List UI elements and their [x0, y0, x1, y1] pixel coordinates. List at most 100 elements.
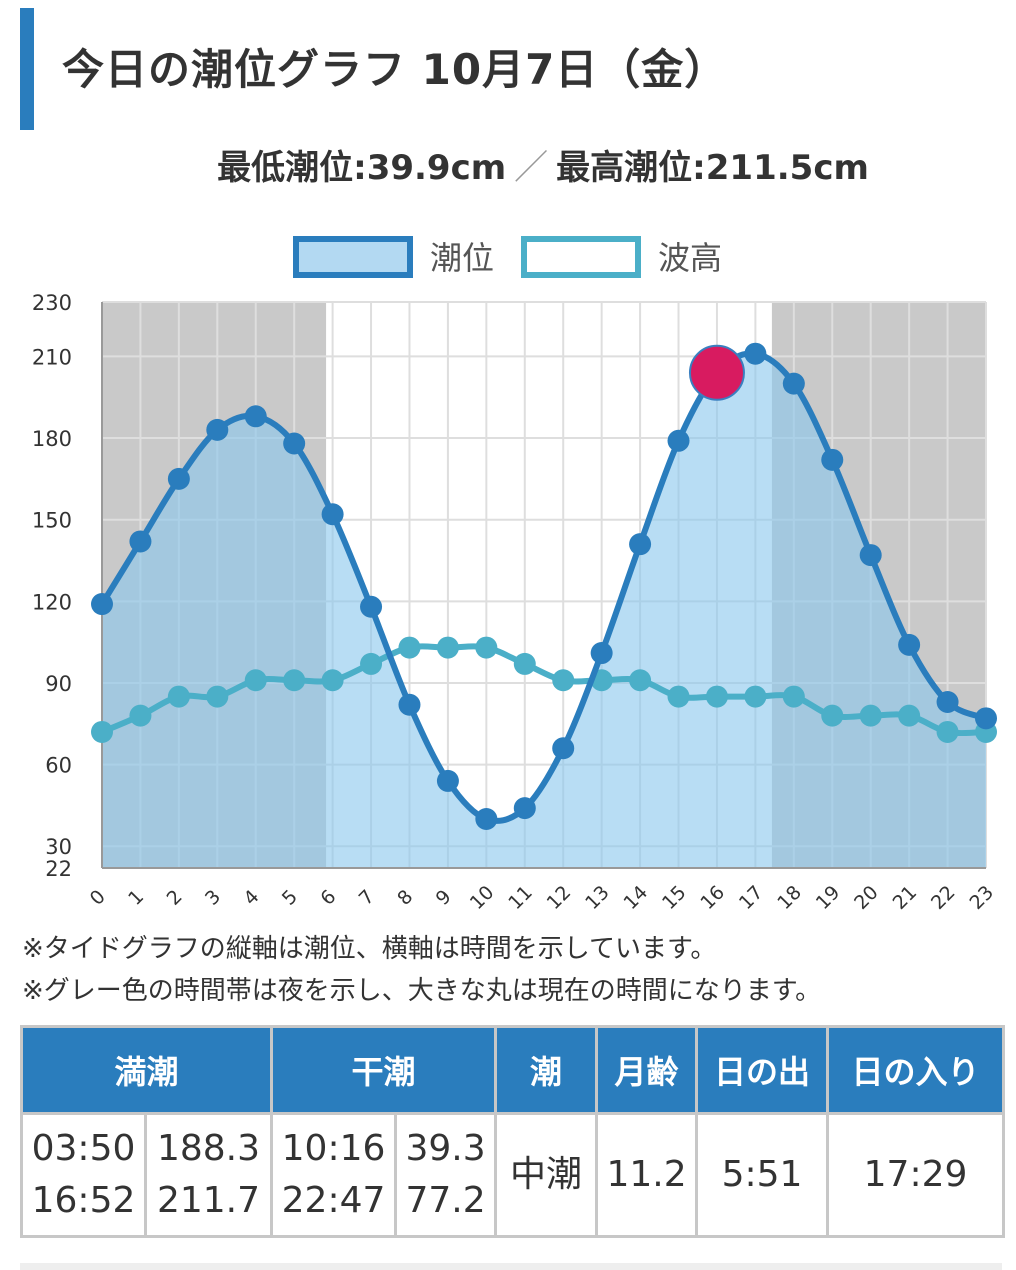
x-tick-label: 19	[812, 881, 845, 914]
y-tick-label: 230	[32, 291, 72, 315]
tide-level-point	[206, 418, 229, 441]
x-tick-label: 22	[927, 881, 960, 914]
tide-summary: 最低潮位:39.9cm ／最高潮位:211.5cm	[0, 140, 1016, 189]
tide-type-value: 中潮	[494, 1112, 599, 1238]
wave-height-point	[244, 669, 267, 692]
low-tide-time-2: 22:47	[281, 1180, 386, 1221]
wave-height-point	[167, 685, 190, 708]
min-level: 最低潮位:39.9cm	[217, 148, 507, 188]
x-tick-label: 20	[850, 881, 883, 914]
y-tick-label: 22	[45, 857, 72, 881]
x-tick-label: 14	[620, 881, 653, 914]
tide-level-point	[244, 405, 267, 428]
table-row: 03:50 16:52 188.3 211.7 10:16 22:47 39.3…	[20, 1112, 1006, 1238]
note-line-2: ※グレー色の時間帯は夜を示し、大きな丸は現在の時間になります。	[22, 976, 822, 1006]
tide-level-point	[167, 467, 190, 490]
x-tick-label: 4	[239, 886, 263, 910]
wave-height-point	[436, 636, 459, 659]
wave-height-point	[283, 669, 306, 692]
low-tide-levels: 39.3 77.2	[394, 1112, 498, 1238]
low-tide-times: 10:16 22:47	[270, 1112, 398, 1238]
wave-height-point	[552, 669, 575, 692]
x-tick-label: 18	[773, 881, 806, 914]
header-sunset: 日の入り	[826, 1025, 1006, 1115]
tide-level-point	[436, 769, 459, 792]
x-tick-label: 23	[965, 881, 998, 914]
y-tick-label: 120	[32, 590, 72, 614]
sunrise-value: 5:51	[695, 1112, 830, 1238]
max-level: 最高潮位:211.5cm	[556, 148, 869, 188]
tide-level-point	[975, 707, 997, 730]
bottom-divider	[20, 1263, 1002, 1270]
x-tick-label: 13	[581, 881, 614, 914]
tide-level-point	[782, 372, 805, 395]
y-tick-label: 30	[45, 835, 72, 859]
x-tick-label: 12	[543, 881, 576, 914]
note-line-1: ※タイドグラフの縦軸は潮位、横軸は時間を示しています。	[22, 934, 717, 964]
tide-level-point	[475, 808, 498, 831]
y-tick-label: 180	[32, 427, 72, 451]
legend-label: 波高	[658, 239, 722, 277]
x-tick-label: 0	[86, 886, 110, 910]
moon-age-value: 11.2	[595, 1112, 699, 1238]
x-tick-label: 21	[889, 881, 922, 914]
title-accent-bar	[20, 8, 34, 130]
wave-height-point	[91, 720, 113, 743]
legend-label: 潮位	[430, 239, 494, 277]
y-tick-label: 150	[32, 509, 72, 533]
x-tick-label: 2	[163, 886, 187, 910]
low-tide-level-1: 39.3	[405, 1128, 486, 1169]
chart-notes: ※タイドグラフの縦軸は潮位、横軸は時間を示しています。 ※グレー色の時間帯は夜を…	[22, 928, 821, 1012]
header-sunrise: 日の出	[695, 1025, 830, 1115]
y-tick-label: 90	[45, 672, 72, 696]
high-tide-level-2: 211.7	[156, 1180, 261, 1221]
x-tick-label: 17	[735, 881, 768, 914]
tide-level-point	[91, 593, 113, 616]
high-tide-level-1: 188.3	[156, 1128, 261, 1169]
legend-swatch-tide	[293, 236, 413, 278]
wave-height-point	[821, 704, 844, 727]
x-tick-label: 5	[278, 886, 302, 910]
tide-level-point	[744, 342, 767, 365]
wave-height-point	[859, 704, 882, 727]
header-high-tide: 満潮	[19, 1025, 274, 1115]
wave-height-point	[321, 669, 344, 692]
tide-level-point	[398, 693, 421, 716]
tide-level-point	[859, 544, 882, 567]
tide-level-point	[129, 530, 152, 553]
tide-level-point	[321, 503, 344, 526]
tide-area	[102, 353, 986, 869]
tide-level-point	[821, 448, 844, 471]
current-time-marker	[688, 344, 745, 401]
low-tide-time-1: 10:16	[281, 1128, 386, 1169]
wave-height-point	[513, 652, 536, 675]
wave-height-point	[398, 636, 421, 659]
x-tick-label: 11	[504, 881, 537, 914]
wave-height-point	[475, 636, 498, 659]
x-tick-label: 10	[466, 881, 499, 914]
x-tick-label: 15	[658, 881, 691, 914]
x-tick-label: 8	[393, 886, 417, 910]
wave-height-point	[667, 685, 690, 708]
header-moon-age: 月齢	[595, 1025, 699, 1115]
summary-separator: ／	[514, 148, 549, 188]
x-tick-label: 6	[316, 886, 340, 910]
sunset-value: 17:29	[826, 1112, 1006, 1238]
wave-height-point	[898, 704, 921, 727]
x-tick-label: 16	[696, 881, 729, 914]
high-tide-time-1: 03:50	[31, 1128, 136, 1169]
page-title: 今日の潮位グラフ 10月7日（金）	[62, 45, 728, 94]
high-tide-times: 03:50 16:52	[20, 1112, 147, 1238]
tide-level-point	[667, 429, 690, 452]
tide-level-point	[283, 432, 306, 455]
header-low-tide: 干潮	[270, 1025, 498, 1115]
wave-height-point	[744, 685, 767, 708]
x-tick-label: 9	[432, 886, 456, 910]
tide-level-point	[590, 642, 613, 665]
wave-height-point	[782, 685, 805, 708]
tide-table: 満潮 干潮 潮 月齢 日の出 日の入り 03:50 16:52 188.3 21…	[19, 1025, 1006, 1238]
wave-height-point	[206, 685, 229, 708]
high-tide-time-2: 16:52	[31, 1180, 136, 1221]
tide-level-point	[552, 737, 575, 760]
